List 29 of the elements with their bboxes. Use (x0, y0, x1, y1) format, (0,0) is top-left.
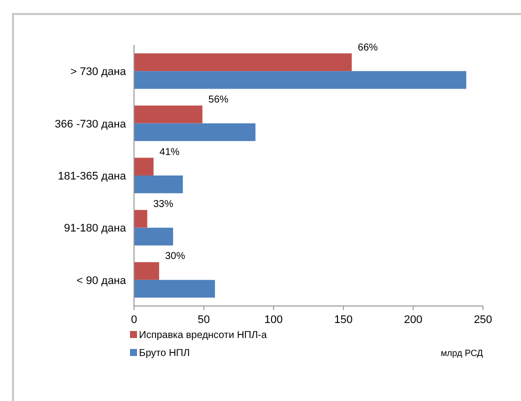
x-tick-label: 200 (404, 314, 422, 326)
y-tick-label: 91-180 дана (64, 222, 127, 235)
x-axis-title: млрд РСД (440, 348, 483, 358)
bar (134, 228, 174, 246)
bar (134, 176, 183, 194)
x-tick-label: 0 (130, 314, 138, 326)
x-tick-label: 250 (474, 314, 492, 326)
x-tick-label: 50 (198, 314, 210, 326)
x-tick-label: 100 (264, 314, 283, 326)
bar (134, 280, 215, 298)
bar (134, 210, 148, 228)
bar (134, 106, 202, 124)
legend-label: Бруто НПЛ (139, 348, 190, 359)
legend-label: Исправка вреднсоти НПЛ-а (139, 330, 268, 341)
bar (134, 158, 154, 176)
annotation: 33% (153, 198, 174, 210)
annotation: 66% (358, 42, 378, 54)
y-tick-label: > 730 дана (70, 66, 127, 78)
annotation: 30% (165, 251, 186, 262)
annotation: 41% (160, 146, 180, 158)
bar (134, 123, 256, 142)
y-tick-label: 366 -730 дана (54, 118, 127, 130)
y-tick-label: < 90 дана (76, 274, 127, 287)
y-tick-label: 181-365 дана (58, 170, 127, 182)
annotation: 56% (208, 94, 229, 106)
x-tick-label: 150 (334, 314, 353, 326)
bar (134, 53, 352, 72)
bar (134, 71, 466, 89)
bar (134, 262, 160, 280)
